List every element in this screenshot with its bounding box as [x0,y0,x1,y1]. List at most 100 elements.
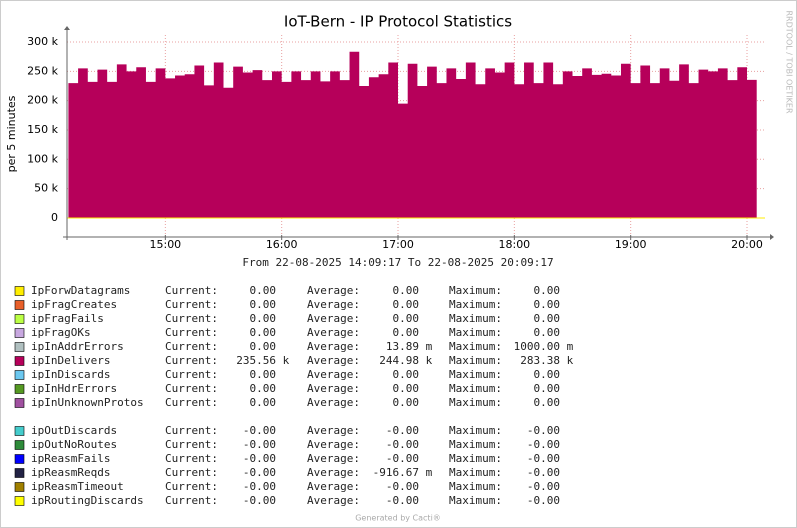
legend-swatch [14,300,25,310]
legend-swatch [14,356,25,366]
legend-heading: Current: [165,424,218,437]
legend-value: -0.00 [243,494,276,507]
legend-heading: Average: [307,452,360,465]
legend-value: 0.00 [534,326,561,339]
legend-label: ipFragOKs [31,326,91,339]
legend-heading: Average: [307,368,360,381]
legend-value: 0.00 [534,298,561,311]
legend-heading: Maximum: [449,298,502,311]
legend-heading: Maximum: [449,396,502,409]
watermark: RRDTOOL / TOBI OETIKER [785,10,794,113]
legend-label: ipInUnknownProtos [31,396,144,409]
legend-label: ipReasmTimeout [31,480,124,493]
legend-swatch [14,384,25,394]
legend-swatch [14,398,25,408]
legend-heading: Maximum: [449,354,502,367]
legend-label: IpForwDatagrams [31,284,130,297]
legend-swatch [14,286,25,296]
legend-swatch [14,314,25,324]
legend-value: -0.00 [243,466,276,479]
legend-heading: Maximum: [449,480,502,493]
legend-value: 0.00 [393,368,420,381]
legend-heading: Average: [307,424,360,437]
legend-value: -0.00 [386,424,419,437]
legend-heading: Average: [307,480,360,493]
legend-heading: Current: [165,382,218,395]
legend-value: 244.98 k [379,354,432,367]
y-tick-label: 250 k [27,64,58,77]
x-tick-label: 18:00 [498,238,530,251]
legend-heading: Maximum: [449,326,502,339]
legend-value: 0.00 [250,382,277,395]
legend-value: -0.00 [527,494,560,507]
x-tick-label: 15:00 [149,238,181,251]
legend-value: -0.00 [386,452,419,465]
legend-heading: Average: [307,326,360,339]
legend-swatch [14,328,25,338]
legend-heading: Average: [307,466,360,479]
legend-label: ipInHdrErrors [31,382,117,395]
legend-value: 0.00 [250,284,277,297]
legend-value: 0.00 [250,396,277,409]
legend-swatch [14,440,25,450]
legend-heading: Average: [307,312,360,325]
legend-value: 0.00 [534,368,561,381]
x-axis-arrow [770,234,774,240]
y-tick-label: 100 k [27,152,58,165]
legend-value: 0.00 [393,326,420,339]
legend-label: ipInDelivers [31,354,110,367]
legend-label: ipInAddrErrors [31,340,124,353]
legend-value: 0.00 [534,382,561,395]
y-axis-arrow [64,26,70,30]
legend-value: 235.56 k [236,354,289,367]
legend-heading: Current: [165,480,218,493]
legend-swatch [14,482,25,492]
legend-value: 0.00 [393,284,420,297]
legend-heading: Maximum: [449,382,502,395]
legend-value: 0.00 [250,312,277,325]
legend-value: -0.00 [527,424,560,437]
legend-value: 0.00 [534,396,561,409]
y-tick-label: 200 k [27,94,58,107]
legend-value: -0.00 [243,480,276,493]
legend-value: 0.00 [534,284,561,297]
legend-heading: Current: [165,354,218,367]
legend-value: -0.00 [527,466,560,479]
legend-value: 1000.00 m [514,340,574,353]
legend-label: ipOutDiscards [31,424,117,437]
legend-value: 0.00 [393,298,420,311]
legend-heading: Maximum: [449,438,502,451]
legend-heading: Current: [165,452,218,465]
y-axis-label: per 5 minutes [5,95,18,172]
legend-heading: Current: [165,312,218,325]
legend-heading: Average: [307,354,360,367]
legend-value: 0.00 [534,312,561,325]
legend-swatch [14,496,25,506]
legend-heading: Current: [165,494,218,507]
legend-value: -0.00 [527,438,560,451]
legend-value: 283.38 k [520,354,573,367]
legend-heading: Average: [307,494,360,507]
legend-value: 0.00 [250,340,277,353]
legend-value: 13.89 m [386,340,433,353]
chart-title: IoT-Bern - IP Protocol Statistics [284,13,512,31]
x-tick-label: 17:00 [382,238,414,251]
legend-heading: Maximum: [449,466,502,479]
legend-heading: Maximum: [449,284,502,297]
legend-value: -0.00 [243,424,276,437]
legend-label: ipInDiscards [31,368,110,381]
x-tick-label: 16:00 [266,238,298,251]
legend-swatch [14,342,25,352]
footer: Generated by Cacti® [355,514,441,523]
legend-value: 0.00 [393,396,420,409]
legend-value: 0.00 [393,382,420,395]
legend-value: -0.00 [386,438,419,451]
legend-heading: Maximum: [449,452,502,465]
legend-value: -0.00 [243,452,276,465]
subtitle: From 22-08-2025 14:09:17 To 22-08-2025 2… [242,256,553,269]
legend-heading: Average: [307,382,360,395]
legend-heading: Current: [165,284,218,297]
y-tick-label: 50 k [34,182,58,195]
legend-heading: Maximum: [449,340,502,353]
